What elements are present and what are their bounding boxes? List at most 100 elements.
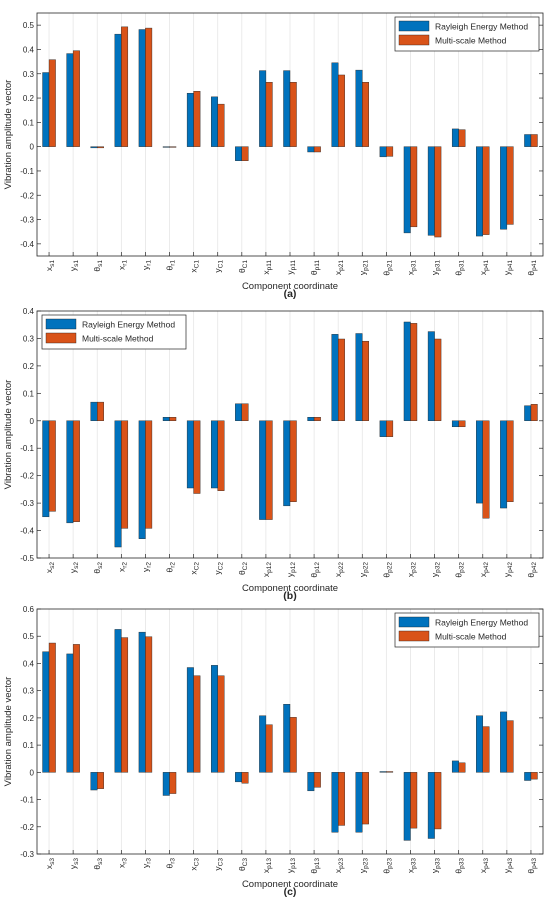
bar	[211, 665, 218, 773]
x-tick-symbol: y	[285, 868, 295, 873]
bar	[506, 146, 514, 225]
x-tick-subscript: C2	[242, 562, 249, 571]
x-tick-label: θs1	[92, 260, 104, 272]
x-tick-subscript: s1	[73, 260, 80, 267]
x-tick-subscript: p41	[507, 260, 514, 271]
x-tick-subscript: r3	[170, 858, 177, 864]
x-tick-symbol: y	[502, 572, 512, 577]
x-tick-symbol: x	[189, 268, 199, 273]
x-tick-symbol: y	[430, 270, 440, 275]
bar	[524, 772, 532, 781]
y-tick-label: 0.3	[23, 70, 35, 79]
x-tick-label: yr1	[140, 260, 152, 270]
x-tick-subscript: p22	[362, 562, 369, 573]
x-tick-label: θp11	[309, 260, 321, 275]
x-tick-symbol: θ	[454, 573, 464, 578]
y-tick-label: -0.1	[20, 796, 34, 805]
bar	[186, 92, 194, 147]
bar	[138, 631, 146, 773]
x-tick-subscript: p11	[266, 260, 273, 271]
x-tick-symbol: θ	[309, 270, 319, 275]
bar	[289, 82, 297, 147]
bar	[259, 715, 267, 773]
y-tick-label: -0.1	[20, 444, 34, 453]
x-tick-label: θC1	[237, 260, 249, 273]
bar	[458, 129, 466, 147]
x-tick-symbol: x	[44, 266, 54, 271]
bar	[162, 146, 170, 148]
bar	[307, 772, 315, 792]
x-tick-subscript: p13	[290, 858, 297, 869]
bar	[211, 96, 218, 147]
x-tick-symbol: x	[44, 568, 54, 573]
x-tick-symbol: θ	[165, 568, 175, 573]
legend-swatch	[398, 616, 430, 628]
x-tick-label: xp23	[333, 858, 345, 873]
legend-label: Multi-scale Method	[82, 334, 154, 344]
x-tick-symbol: θ	[237, 268, 247, 273]
x-tick-label: θp41	[526, 260, 538, 276]
x-tick-label: yp33	[430, 858, 442, 873]
bar	[386, 420, 394, 437]
x-tick-label: θs3	[92, 858, 104, 870]
x-tick-label: θr3	[165, 858, 177, 869]
x-tick-subscript: C3	[194, 858, 201, 867]
x-tick-label: xp11	[261, 260, 273, 275]
bar	[186, 420, 194, 489]
y-tick-label: 0.1	[23, 389, 35, 398]
x-tick-subscript: p43	[507, 858, 514, 869]
bar	[42, 651, 50, 773]
x-tick-subscript: C2	[194, 562, 201, 571]
x-tick-subscript: p32	[435, 562, 442, 573]
y-tick-label: 0.5	[23, 632, 35, 641]
y-tick-label: -0.3	[20, 850, 34, 859]
x-tick-label: xC2	[189, 562, 201, 575]
bar	[530, 404, 538, 421]
x-tick-subscript: s2	[49, 562, 56, 569]
y-tick-label: 0.1	[23, 741, 35, 750]
bar	[283, 70, 291, 147]
bar	[114, 33, 122, 147]
x-tick-subscript: s3	[97, 858, 104, 865]
x-tick-subscript: p41	[531, 260, 538, 271]
bar	[169, 772, 177, 794]
x-tick-symbol: y	[285, 270, 295, 275]
x-tick-label: yp13	[285, 858, 297, 873]
y-tick-label: -0.3	[20, 216, 34, 225]
x-tick-label: xs2	[44, 562, 56, 574]
x-tick-subscript: p42	[531, 562, 538, 573]
x-tick-subscript: r1	[170, 260, 177, 266]
x-tick-symbol: y	[502, 868, 512, 873]
bar	[313, 146, 321, 153]
x-tick-symbol: θ	[526, 573, 536, 578]
legend: Rayleigh Energy Method Multi-scale Method	[41, 314, 187, 350]
bar	[434, 338, 442, 421]
bar	[386, 146, 394, 157]
x-tick-subscript: s1	[49, 260, 56, 267]
legend-swatch	[398, 630, 430, 642]
bar	[90, 772, 98, 791]
x-tick-subscript: p42	[483, 562, 490, 573]
bar	[66, 53, 74, 147]
x-tick-symbol: y	[213, 866, 223, 871]
x-tick-symbol: θ	[454, 271, 464, 276]
x-axis-label: Component coordinate	[242, 583, 338, 594]
x-tick-symbol: y	[140, 863, 150, 868]
x-tick-subscript: p33	[410, 858, 417, 869]
x-tick-subscript: C2	[218, 562, 225, 571]
bar	[313, 772, 321, 788]
x-tick-subscript: p23	[338, 858, 345, 869]
bar	[48, 642, 56, 773]
bar	[500, 146, 508, 230]
x-tick-label: ys3	[68, 858, 80, 870]
x-tick-label: yC3	[213, 858, 225, 871]
x-tick-symbol: x	[405, 270, 415, 275]
bar	[265, 82, 273, 147]
x-tick-subscript: p31	[435, 260, 442, 271]
bar	[386, 771, 394, 773]
x-tick-label: θr2	[165, 562, 177, 573]
bar	[97, 401, 104, 421]
bar	[434, 772, 442, 830]
x-tick-symbol: θ	[381, 573, 391, 578]
x-tick-symbol: θ	[92, 267, 102, 272]
